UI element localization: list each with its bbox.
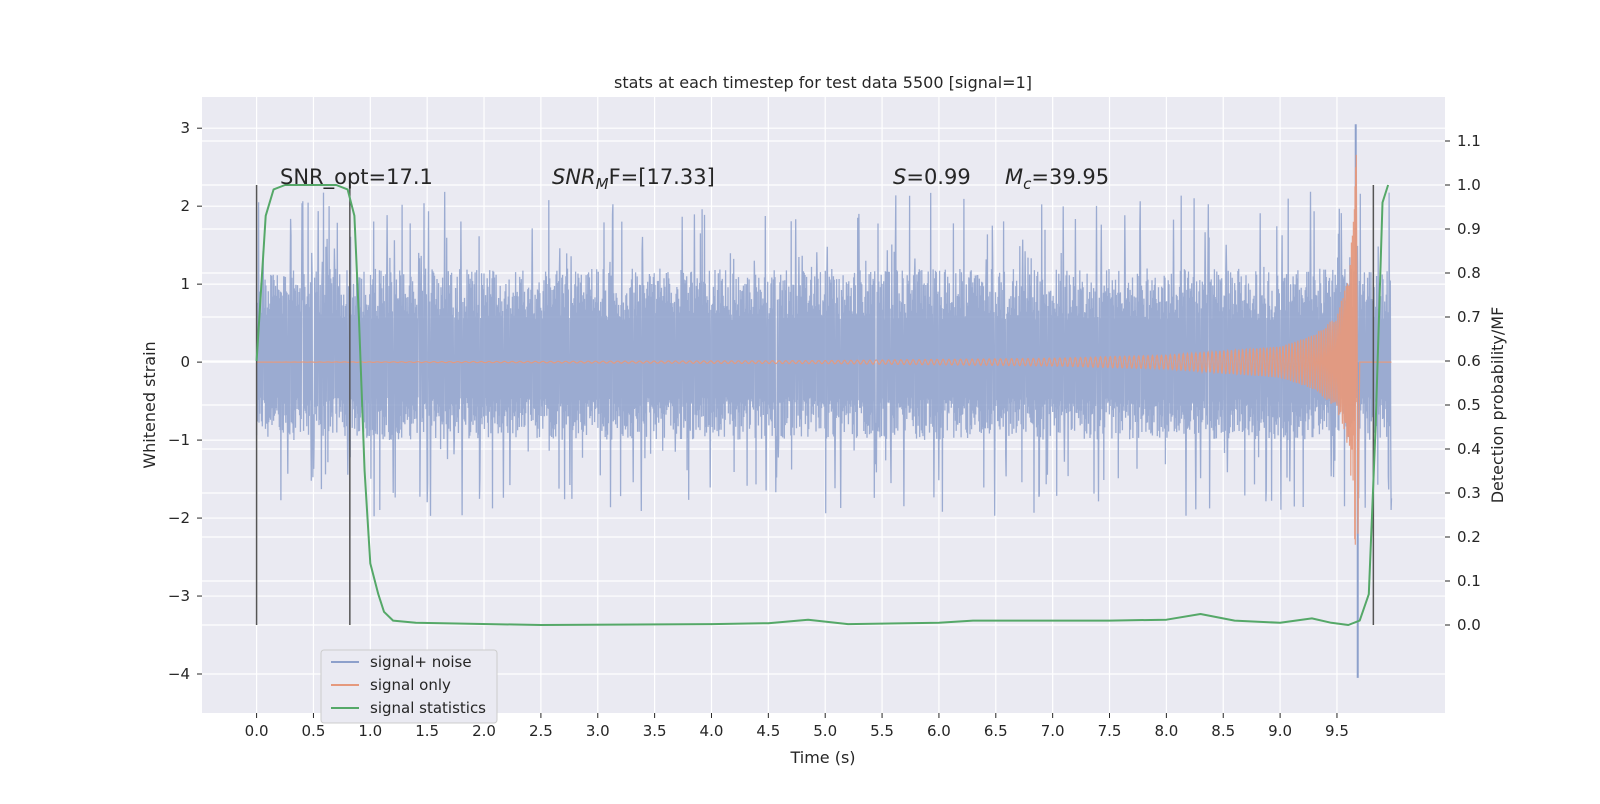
x-tick-label: 4.0 xyxy=(700,722,724,740)
y-tick-label: 0 xyxy=(180,353,190,371)
annotation-snr-mf-sub: M xyxy=(596,175,609,193)
x-tick-label: 2.5 xyxy=(529,722,553,740)
x-axis-label: Time (s) xyxy=(789,748,855,767)
legend-box xyxy=(320,649,498,724)
y-right-tick-label: 0.9 xyxy=(1457,220,1481,238)
annotation-s-symbol: S xyxy=(893,165,906,189)
x-tick-label: 2.0 xyxy=(472,722,496,740)
legend-label-signal: signal only xyxy=(370,676,451,694)
annotation-mc-symbol: M xyxy=(1005,165,1023,189)
y-tick-label: −3 xyxy=(168,587,190,605)
x-tick-label: 9.0 xyxy=(1268,722,1292,740)
y-right-tick-label: 0.1 xyxy=(1457,572,1481,590)
annotation-snr-mf: SNRMF=[17.33] xyxy=(552,165,715,193)
annotation-snr-opt: SNR_opt=17.1 xyxy=(280,165,433,190)
x-tick-label: 5.0 xyxy=(813,722,837,740)
chart-title: stats at each timestep for test data 550… xyxy=(614,73,1032,92)
annotation-snr-mf-base: SNR xyxy=(552,165,596,189)
y-right-tick-label: 0.8 xyxy=(1457,264,1481,282)
annotation-mc: Mc=39.95 xyxy=(1005,165,1109,193)
signal-series xyxy=(256,154,1392,545)
y-tick-label: −2 xyxy=(168,509,190,527)
statistics-series xyxy=(255,184,1390,626)
y-tick-label: −1 xyxy=(168,431,190,449)
noise-line xyxy=(255,191,1393,517)
annotation-snr-mf-rest: F=[17.33] xyxy=(609,165,715,189)
y-right-tick-label: 0.3 xyxy=(1457,484,1481,502)
annotation-s-value: =0.99 xyxy=(906,165,970,189)
x-tick-label: 1.0 xyxy=(358,722,382,740)
y-right-tick-label: 0.2 xyxy=(1457,528,1481,546)
x-tick-label: 7.0 xyxy=(1041,722,1065,740)
annotation-s: S=0.99 xyxy=(893,165,971,189)
legend-label-noise: signal+ noise xyxy=(370,653,472,671)
annotation-mc-value: =39.95 xyxy=(1031,165,1109,189)
y-right-tick-label: 0.5 xyxy=(1457,396,1481,414)
legend: signal+ noise signal only signal statist… xyxy=(320,649,498,724)
y-right-tick-label: 0.7 xyxy=(1457,308,1481,326)
x-tick-label: 0.0 xyxy=(245,722,269,740)
y-right-tick-label: 0.4 xyxy=(1457,440,1481,458)
vertical-markers xyxy=(255,185,1375,625)
y-right-axis-label: Detection probability/MF xyxy=(1488,307,1507,504)
annotation-mc-sub: c xyxy=(1023,175,1032,193)
y-axis-label: Whitened strain xyxy=(140,341,159,468)
y-tick-label: 2 xyxy=(180,197,190,215)
x-tick-label: 6.0 xyxy=(927,722,951,740)
signal-line xyxy=(256,154,1392,545)
x-tick-label: 0.5 xyxy=(302,722,326,740)
y-tick-label: 1 xyxy=(180,275,190,293)
y-right-tick-label: 1.0 xyxy=(1457,176,1481,194)
x-tick-label: 9.5 xyxy=(1325,722,1349,740)
x-tick-label: 6.5 xyxy=(984,722,1008,740)
x-tick-label: 3.0 xyxy=(586,722,610,740)
x-tick-label: 8.0 xyxy=(1154,722,1178,740)
y-right-tick-label: 0.6 xyxy=(1457,352,1481,370)
x-tick-label: 5.5 xyxy=(870,722,894,740)
x-tick-label: 1.5 xyxy=(415,722,439,740)
ticks: 0.0 0.5 1.0 1.5 2.0 2.5 3.0 3.5 4.0 4.5 5.0 5.5 6.0 6… xyxy=(168,119,1481,740)
y-tick-label: 3 xyxy=(180,119,190,137)
y-right-tick-label: 1.1 xyxy=(1457,132,1481,150)
x-tick-label: 4.5 xyxy=(756,722,780,740)
statistics-line xyxy=(255,184,1390,626)
legend-label-statistics: signal statistics xyxy=(370,699,486,717)
x-tick-label: 3.5 xyxy=(643,722,667,740)
x-tick-label: 8.5 xyxy=(1211,722,1235,740)
y-tick-label: −4 xyxy=(168,665,190,683)
y-right-tick-label: 0.0 xyxy=(1457,616,1481,634)
x-tick-label: 7.5 xyxy=(1098,722,1122,740)
